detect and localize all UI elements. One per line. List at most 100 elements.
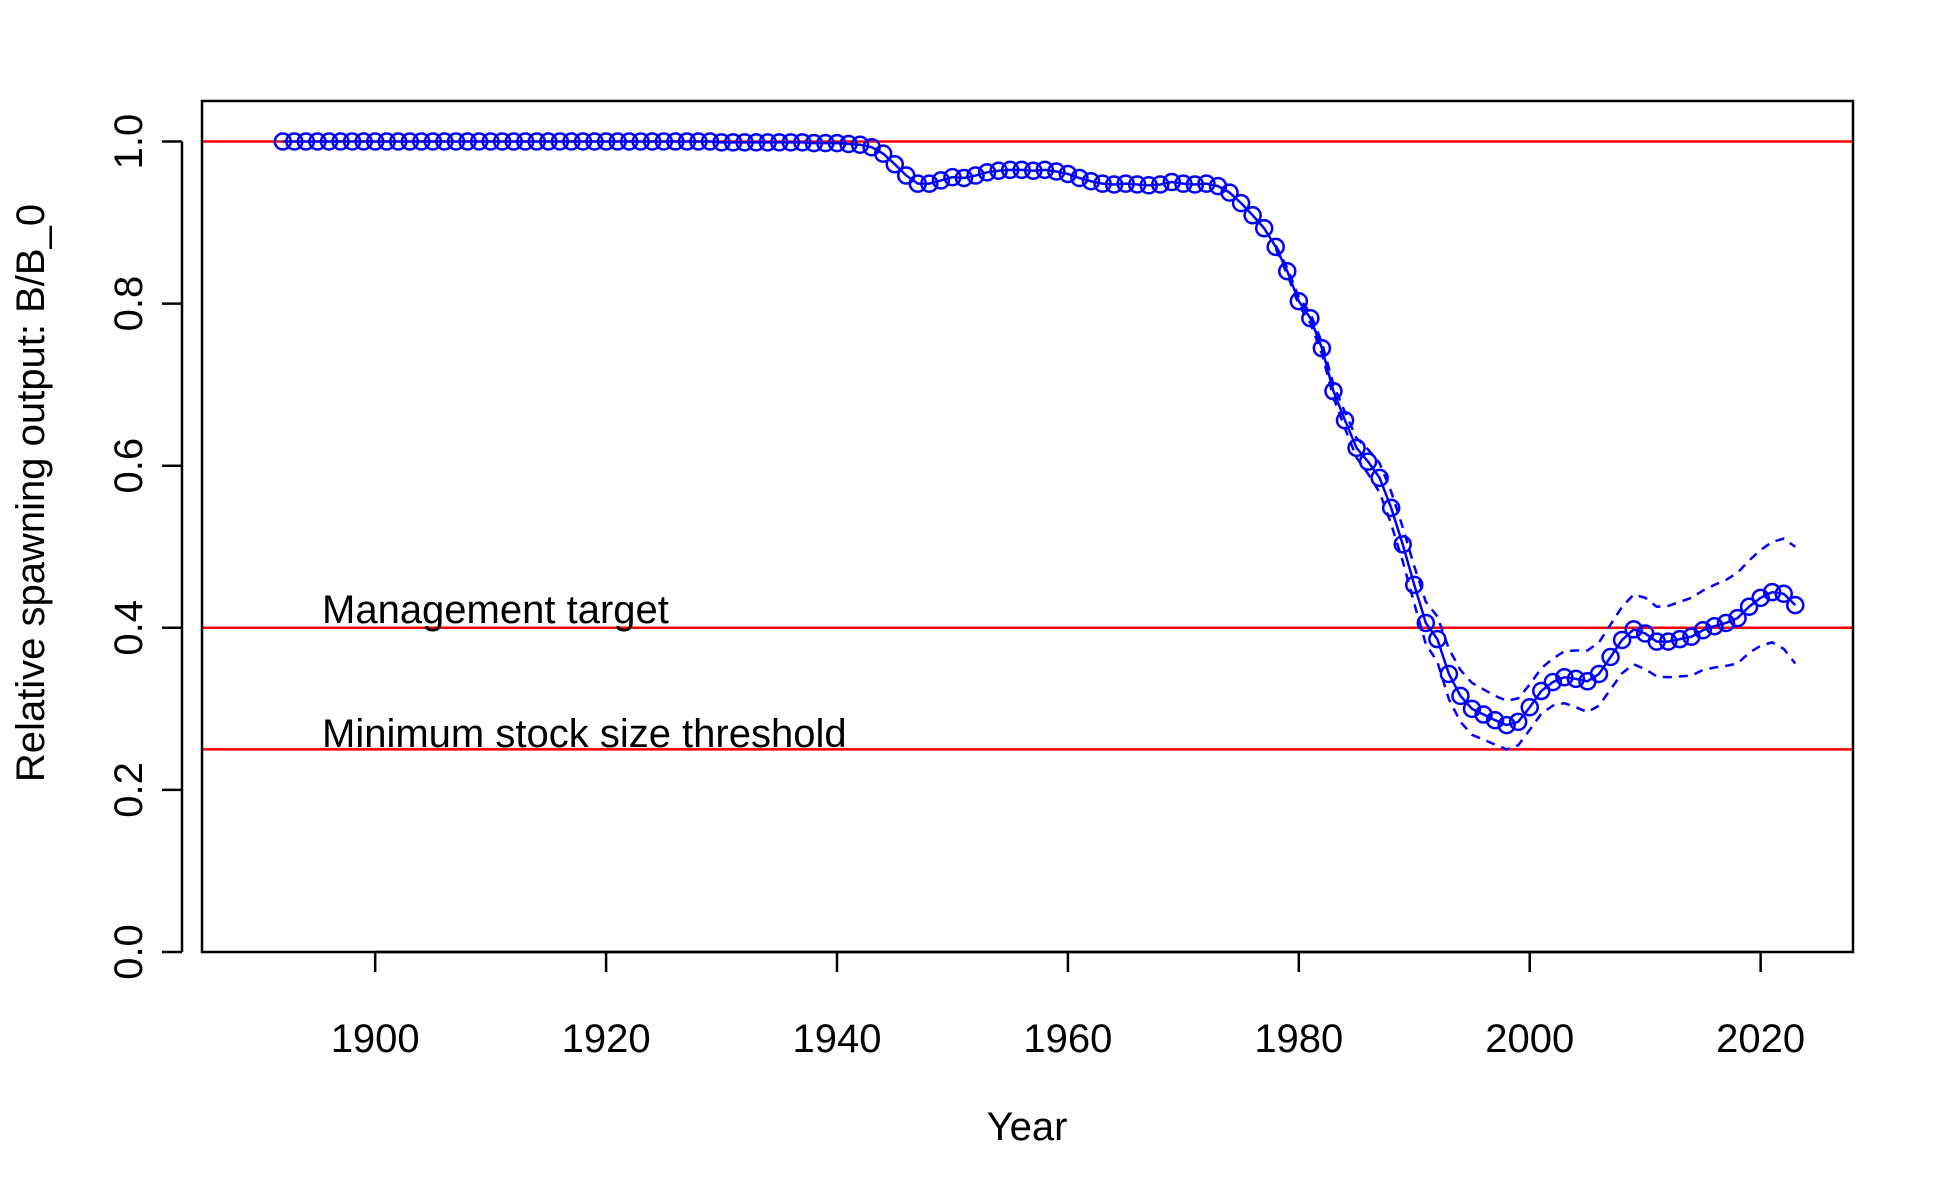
data-point-2013 — [1670, 629, 1690, 649]
data-point-2007 — [1601, 647, 1620, 667]
y-tick-label-0.2: 0.2 — [107, 762, 151, 818]
data-point-1989 — [1393, 535, 1412, 554]
data-point-1930 — [712, 133, 731, 152]
data-point-1907 — [446, 132, 466, 151]
data-point-2006 — [1589, 664, 1609, 684]
data-point-1895 — [308, 132, 327, 151]
data-point-1965 — [1116, 174, 1135, 193]
data-point-1925 — [654, 132, 674, 151]
data-point-1974 — [1220, 183, 1239, 202]
data-point-1942 — [850, 135, 870, 155]
data-point-2019 — [1739, 597, 1759, 616]
data-point-1927 — [677, 132, 697, 151]
data-point-2003 — [1555, 668, 1574, 687]
data-point-1950 — [943, 167, 962, 187]
data-point-1971 — [1185, 175, 1205, 194]
data-point-2011 — [1647, 632, 1666, 651]
y-tick-label-0.6: 0.6 — [107, 438, 151, 494]
data-point-1894 — [296, 132, 316, 151]
data-point-1958 — [1035, 160, 1055, 180]
data-point-2020 — [1751, 588, 1770, 608]
data-point-1999 — [1508, 712, 1528, 732]
x-tick-label-2020: 2020 — [1716, 1017, 1805, 1061]
data-point-1956 — [1012, 160, 1031, 180]
data-point-1963 — [1093, 174, 1112, 193]
data-point-1906 — [435, 132, 454, 151]
data-point-1931 — [723, 133, 743, 152]
data-point-1923 — [631, 132, 650, 151]
series-line-0 — [282, 140, 1797, 727]
y-tick-label-0.8: 0.8 — [107, 276, 151, 332]
data-point-1929 — [700, 132, 720, 151]
data-point-1994 — [1451, 686, 1470, 706]
data-point-2022 — [1774, 584, 1793, 604]
data-point-1996 — [1474, 705, 1493, 724]
data-point-1947 — [908, 174, 928, 193]
data-point-1960 — [1058, 164, 1078, 184]
x-tick-label-1920: 1920 — [562, 1017, 651, 1061]
x-tick-label-1960: 1960 — [1023, 1017, 1112, 1061]
data-point-1987 — [1370, 468, 1389, 488]
data-point-1932 — [735, 133, 754, 152]
data-point-2008 — [1612, 630, 1632, 650]
data-point-1976 — [1243, 206, 1262, 225]
data-point-1909 — [469, 132, 489, 151]
data-point-1908 — [458, 132, 477, 151]
y-tick-label-1.0: 1.0 — [107, 114, 151, 170]
data-point-1993 — [1439, 664, 1459, 684]
data-point-1920 — [596, 132, 616, 151]
data-point-1903 — [400, 132, 420, 151]
data-point-1949 — [931, 171, 951, 190]
data-point-1962 — [1081, 171, 1101, 191]
data-point-1998 — [1497, 715, 1516, 735]
data-point-1900 — [365, 132, 385, 151]
data-point-1957 — [1024, 161, 1043, 180]
y-tick-label-0.0: 0.0 — [107, 924, 151, 980]
x-tick-label-1940: 1940 — [793, 1017, 882, 1061]
data-point-1902 — [389, 132, 408, 151]
x-axis-label: Year — [987, 1105, 1068, 1149]
data-point-1935 — [770, 133, 789, 152]
data-point-1945 — [885, 154, 904, 174]
data-point-1968 — [1151, 175, 1170, 194]
data-point-1924 — [643, 132, 662, 151]
x-tick-label-2000: 2000 — [1485, 1017, 1574, 1061]
data-point-1955 — [1000, 160, 1020, 180]
data-point-2017 — [1716, 613, 1736, 633]
series-line-1 — [1274, 244, 1796, 703]
data-point-2004 — [1566, 669, 1586, 689]
data-point-1959 — [1047, 162, 1066, 181]
data-point-1892 — [273, 132, 293, 151]
minimum-stock-size-threshold-label: Minimum stock size threshold — [322, 712, 847, 756]
data-point-1979 — [1278, 261, 1297, 281]
data-point-1919 — [585, 132, 604, 151]
series-layer — [273, 132, 1805, 751]
data-point-1933 — [746, 133, 766, 152]
data-point-1898 — [342, 132, 362, 151]
data-point-1964 — [1104, 175, 1124, 194]
data-point-1897 — [331, 132, 350, 151]
data-point-1904 — [412, 132, 431, 151]
data-point-1939 — [816, 133, 835, 153]
data-point-1966 — [1127, 175, 1147, 194]
data-point-1977 — [1254, 218, 1274, 238]
data-point-1928 — [689, 132, 708, 151]
data-point-2000 — [1520, 697, 1539, 717]
data-point-2015 — [1693, 620, 1713, 640]
data-point-1995 — [1462, 699, 1482, 719]
y-tick-label-0.4: 0.4 — [107, 600, 151, 656]
data-point-2023 — [1786, 595, 1805, 615]
data-point-1915 — [539, 132, 558, 151]
data-point-2002 — [1543, 672, 1563, 692]
data-point-1893 — [285, 132, 304, 151]
data-point-2018 — [1728, 608, 1747, 628]
x-tick-label-1900: 1900 — [331, 1017, 420, 1061]
data-point-1913 — [516, 132, 535, 151]
y-axis-label: Relative spawning output: B/B_0 — [9, 204, 53, 782]
data-point-1937 — [793, 133, 812, 152]
data-point-1990 — [1405, 575, 1424, 595]
data-point-1922 — [619, 132, 639, 151]
data-point-2001 — [1532, 681, 1551, 701]
data-point-1972 — [1197, 174, 1216, 193]
